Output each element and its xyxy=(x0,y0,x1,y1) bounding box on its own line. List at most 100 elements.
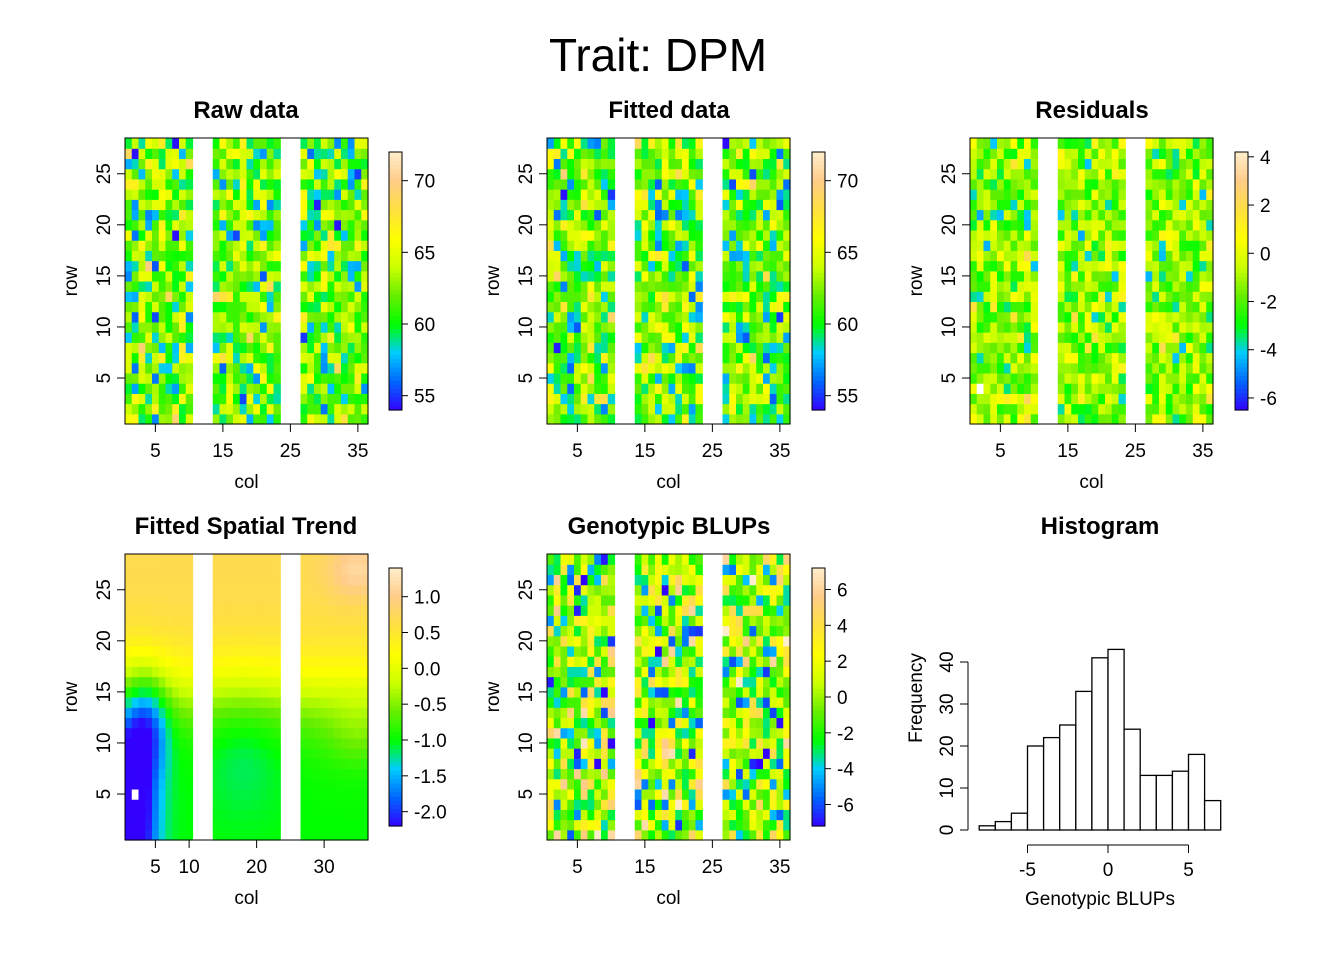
heat-cell xyxy=(682,717,690,729)
heat-cell xyxy=(668,342,676,354)
heat-cell xyxy=(273,574,281,586)
heat-cell xyxy=(1111,260,1120,272)
heat-cell xyxy=(307,148,315,160)
plot-frame xyxy=(546,553,791,841)
heat-cell xyxy=(165,778,173,790)
heat-cell xyxy=(722,635,730,647)
heat-cell xyxy=(682,625,690,637)
heat-cell xyxy=(722,321,730,333)
heat-cell xyxy=(1064,372,1072,384)
heat-cell xyxy=(648,332,656,343)
heat-cell xyxy=(722,594,730,606)
heat-cell xyxy=(668,788,676,800)
heat-cell xyxy=(695,564,703,576)
heat-cell xyxy=(185,229,194,241)
heat-cell xyxy=(661,393,670,405)
heat-cell xyxy=(668,737,676,749)
heat-cell xyxy=(179,178,187,190)
heat-cell xyxy=(634,554,643,565)
heat-cell xyxy=(976,168,985,180)
heat-cell xyxy=(1179,372,1187,384)
heat-cell xyxy=(347,332,356,343)
heat-cell xyxy=(347,301,356,313)
heat-cell xyxy=(1199,403,1207,415)
heat-cell xyxy=(273,362,281,374)
colorbar-swatch xyxy=(812,220,825,226)
colorbar-swatch xyxy=(389,800,402,806)
heat-cell xyxy=(742,138,751,149)
heat-cell xyxy=(756,362,764,374)
heat-cell xyxy=(1098,372,1106,384)
heat-cell xyxy=(266,270,275,282)
colorbar-swatch xyxy=(812,259,825,265)
heat-cell xyxy=(212,666,221,678)
heat-cell xyxy=(574,829,582,841)
heat-cell xyxy=(695,342,703,354)
heat-cell xyxy=(607,686,616,698)
heat-cell xyxy=(688,383,697,394)
heat-cell xyxy=(722,727,730,739)
heat-cell xyxy=(560,819,568,831)
heat-cell xyxy=(641,229,649,241)
heat-cell xyxy=(185,727,194,739)
heat-cell xyxy=(749,240,757,251)
colorbar-tick-label: 55 xyxy=(837,387,858,408)
heat-cell xyxy=(239,148,248,160)
heat-cell xyxy=(246,697,254,708)
heat-cell xyxy=(736,311,744,323)
heat-cell xyxy=(594,748,602,759)
heatmap-cells xyxy=(125,554,369,841)
heat-cell xyxy=(341,717,349,729)
heat-cell xyxy=(769,737,778,749)
heat-cell xyxy=(560,291,568,303)
heat-cell xyxy=(634,209,643,221)
heat-cell xyxy=(695,574,703,586)
heat-cell xyxy=(587,656,595,667)
heat-cell xyxy=(580,413,589,425)
colorbar-swatch xyxy=(812,774,825,780)
heat-cell xyxy=(273,564,281,576)
heat-cell xyxy=(560,362,568,374)
heat-cell xyxy=(560,564,568,576)
heat-cell xyxy=(736,829,744,841)
heat-cell xyxy=(172,707,180,719)
y-axis-label: Frequency xyxy=(906,653,927,743)
heat-cell xyxy=(997,342,1005,354)
heat-cell xyxy=(1111,199,1120,211)
heat-cell xyxy=(1030,219,1039,231)
heat-cell xyxy=(179,605,187,616)
heat-cell xyxy=(560,594,568,606)
heat-cell xyxy=(172,748,180,759)
heat-cell xyxy=(327,778,335,790)
heat-cell xyxy=(1152,260,1160,272)
heat-cell xyxy=(152,168,160,180)
heat-cell xyxy=(587,635,595,647)
heat-cell xyxy=(1105,229,1113,241)
heat-cell xyxy=(547,209,555,221)
heat-cell xyxy=(970,383,978,394)
heat-cell xyxy=(185,819,194,831)
colorbar-swatch xyxy=(812,783,825,788)
heat-cell xyxy=(983,332,991,343)
colorbar-swatch xyxy=(1235,160,1248,166)
heat-cell xyxy=(253,250,261,262)
heat-cell xyxy=(668,148,676,160)
heat-cell xyxy=(769,168,778,180)
heat-cell xyxy=(145,413,153,425)
heat-cell xyxy=(587,362,595,374)
heat-cell xyxy=(260,605,268,616)
heat-cell xyxy=(300,260,308,272)
heat-cell xyxy=(1105,209,1113,221)
heat-cell xyxy=(547,158,555,170)
heat-cell xyxy=(320,209,329,221)
heat-cell xyxy=(580,584,589,596)
heat-cell xyxy=(341,209,349,221)
heat-cell xyxy=(587,554,595,565)
heat-cell xyxy=(347,199,356,211)
heat-cell xyxy=(560,635,568,647)
heat-cell xyxy=(354,615,362,627)
heat-cell xyxy=(1186,270,1194,282)
heat-cell xyxy=(1064,383,1072,394)
heat-cell xyxy=(668,829,676,841)
